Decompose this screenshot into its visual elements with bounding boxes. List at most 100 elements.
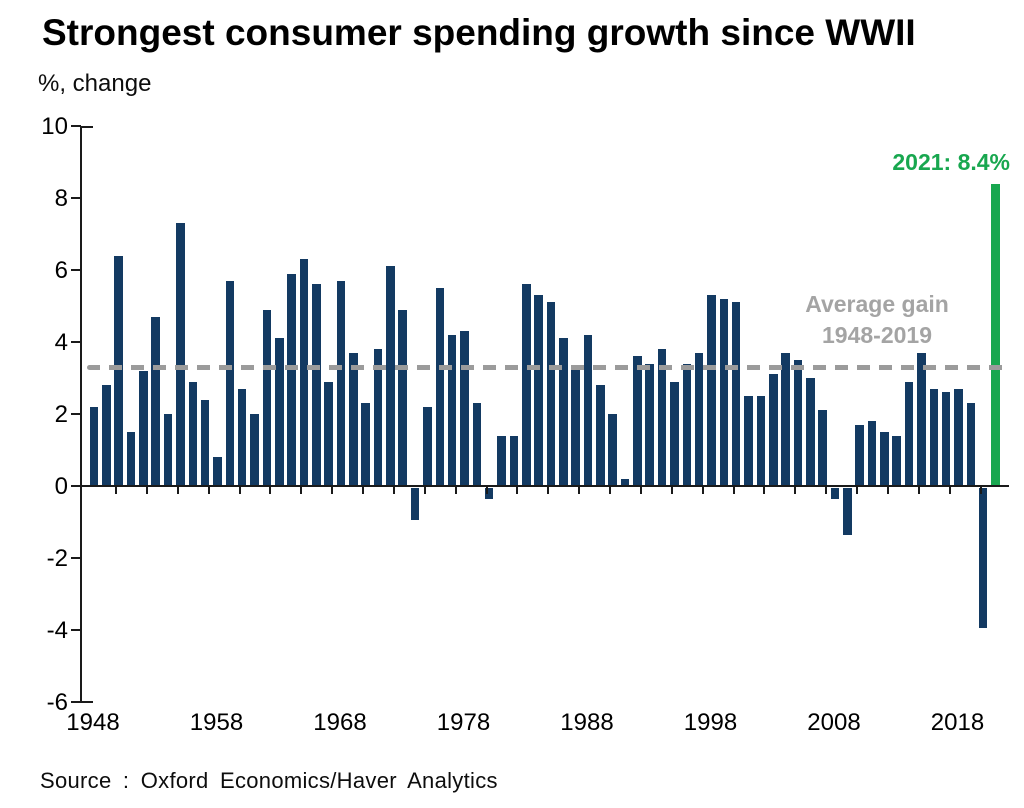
y-axis-tick-label: -4: [46, 617, 68, 644]
y-axis-tick-label: 4: [54, 329, 68, 356]
bar-1961: [250, 414, 259, 486]
bar-1949: [102, 385, 111, 486]
bar-1969: [349, 352, 358, 486]
x-axis-zero-line: [80, 485, 1009, 487]
bar-2018: [954, 388, 963, 486]
bar-1986: [559, 338, 568, 486]
bar-1954: [163, 414, 173, 486]
bar-1950: [114, 255, 123, 486]
bar-1984: [534, 295, 543, 486]
x-axis-tick-mark: [670, 487, 673, 494]
x-axis-tick-mark: [948, 487, 951, 494]
x-axis-tick-label: 1978: [436, 709, 491, 736]
bar-2004: [781, 352, 790, 486]
x-axis-tick-mark: [825, 487, 828, 494]
bar-1956: [188, 381, 198, 486]
bar-1987: [571, 367, 580, 486]
x-axis-tick-mark: [609, 487, 611, 494]
x-axis-tick-mark: [794, 487, 797, 494]
bar-1959: [225, 280, 235, 486]
bar-1988: [583, 334, 593, 486]
x-axis-tick-mark: [269, 487, 272, 494]
y-axis-tick-mark: [71, 125, 81, 127]
y-axis-bottom-cap: [80, 701, 93, 703]
bar-1972: [386, 266, 395, 486]
bar-2005: [793, 360, 803, 486]
average-gain-annotation-line1: Average gain: [805, 291, 949, 317]
x-axis-tick-mark: [732, 487, 735, 494]
y-axis-tick-mark: [71, 197, 81, 199]
bar-1997: [694, 352, 704, 486]
x-axis-tick-mark: [145, 487, 148, 494]
x-axis-tick-mark: [547, 487, 550, 494]
bar-2003: [768, 374, 778, 486]
x-axis-tick-mark: [238, 487, 241, 494]
y-axis-top-cap: [80, 126, 93, 128]
bar-1979: [472, 403, 482, 486]
x-axis-tick-label: 1988: [560, 709, 614, 736]
x-axis-tick-mark: [454, 487, 457, 494]
y-axis-tick-mark: [71, 701, 81, 703]
bar-2000: [731, 302, 741, 486]
bar-1966: [312, 284, 321, 486]
bar-1975: [423, 406, 432, 486]
y-axis-tick-mark: [71, 341, 81, 343]
x-axis-tick-label: 1998: [683, 709, 738, 736]
bar-2021: [991, 183, 1000, 486]
bar-1971: [373, 349, 383, 486]
bar-2014: [904, 381, 914, 486]
bar-1985: [546, 302, 556, 486]
bar-2006: [806, 378, 815, 486]
x-axis-tick-mark: [207, 487, 210, 494]
bar-1992: [633, 356, 642, 486]
average-gain-annotation-line2: 1948-2019: [822, 322, 932, 348]
x-axis-tick-mark: [701, 487, 704, 494]
bar-2015: [917, 352, 926, 486]
x-axis-tick-label: 1958: [189, 709, 244, 736]
x-axis-tick-mark: [886, 487, 889, 494]
bar-1990: [608, 414, 617, 486]
bar-1995: [670, 381, 679, 486]
bar-1952: [139, 370, 148, 486]
x-axis-tick-label: 2008: [807, 709, 861, 736]
bar-2008: [830, 488, 840, 499]
bar-2019: [966, 403, 976, 486]
x-axis-tick-mark: [856, 487, 858, 494]
bar-1960: [237, 388, 247, 486]
bar-1976: [435, 288, 445, 486]
bar-1982: [509, 435, 519, 486]
y-axis-tick-label: 6: [54, 257, 68, 284]
y-axis-tick-mark: [71, 269, 81, 271]
x-axis-tick-mark: [639, 487, 642, 494]
average-gain-dashed-line: [87, 365, 1008, 371]
x-axis-tick-mark: [331, 487, 334, 494]
bar-1978: [460, 331, 469, 486]
y-axis-tick-label: 2: [54, 401, 68, 428]
bar-1968: [336, 280, 346, 486]
bar-1964: [287, 273, 296, 486]
y-axis-unit-label: %, change: [38, 70, 152, 97]
x-axis-tick-mark: [516, 487, 519, 494]
bar-1973: [398, 309, 408, 486]
x-axis-tick-mark: [423, 487, 426, 494]
y-axis-tick-mark: [71, 557, 81, 559]
x-axis-tick-mark: [176, 487, 179, 494]
y-axis-tick-label: 10: [41, 113, 68, 140]
x-axis-tick-mark: [392, 487, 395, 494]
bar-1957: [200, 399, 210, 486]
x-axis-tick-mark: [763, 487, 766, 494]
bar-2011: [867, 421, 877, 486]
y-axis-tick-mark: [71, 485, 81, 487]
bar-1965: [299, 259, 309, 486]
bar-2013: [892, 435, 902, 486]
bar-1993: [645, 363, 655, 486]
bar-1980: [484, 488, 494, 499]
bar-1970: [361, 403, 370, 486]
source-caption: Source : Oxford Economics/Haver Analytic…: [40, 768, 498, 793]
x-axis-tick-mark: [115, 487, 117, 494]
bar-1958: [213, 457, 222, 486]
bar-1962: [262, 309, 272, 486]
y-axis-tick-label: 0: [54, 473, 68, 500]
bar-2017: [941, 392, 951, 486]
bar-1998: [707, 295, 716, 486]
